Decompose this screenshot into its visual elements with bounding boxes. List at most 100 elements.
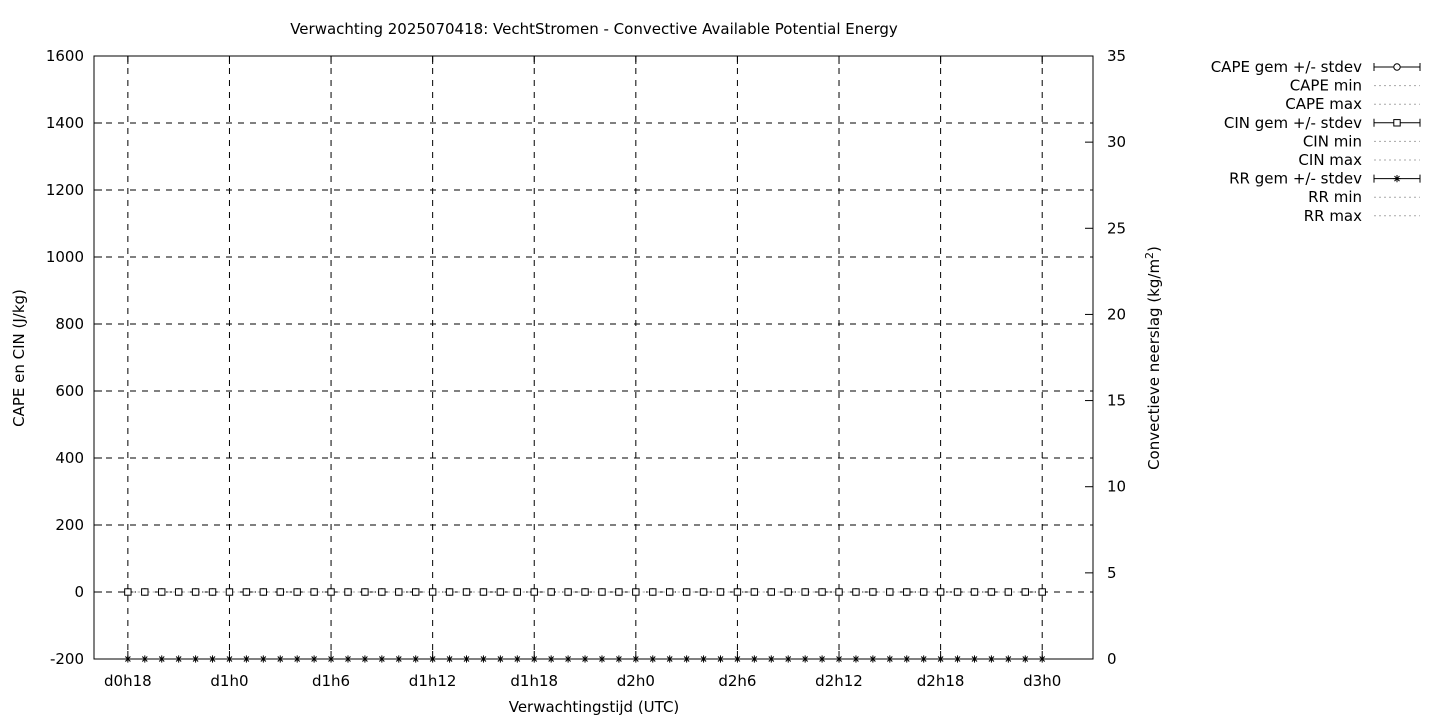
cin-point bbox=[208, 588, 217, 596]
y2-tick-label: 10 bbox=[1107, 478, 1126, 496]
cin-point bbox=[293, 588, 301, 596]
cin-point bbox=[598, 588, 606, 596]
y2-tick-label: 35 bbox=[1107, 47, 1126, 65]
x-tick-label: d2h6 bbox=[718, 672, 756, 690]
cin-point bbox=[852, 588, 860, 596]
cin-point bbox=[903, 588, 911, 596]
y2-axis-label: Convectieve neerslag (kg/m2) bbox=[1143, 246, 1163, 470]
cin-point bbox=[818, 588, 826, 596]
cin-point bbox=[141, 588, 149, 596]
cin-point bbox=[1021, 588, 1029, 596]
y2-tick-label: 30 bbox=[1107, 133, 1126, 151]
y-tick-label: 1600 bbox=[46, 47, 84, 65]
cin-point bbox=[581, 588, 589, 596]
x-axis-label: Verwachtingstijd (UTC) bbox=[509, 698, 680, 716]
legend-marker-circle bbox=[1393, 63, 1401, 71]
y2-tick-label: 15 bbox=[1107, 392, 1126, 410]
cin-point bbox=[936, 588, 945, 596]
grid-lines bbox=[94, 55, 1093, 660]
y2-tick-label: 20 bbox=[1107, 305, 1126, 323]
cin-point bbox=[412, 588, 420, 596]
y2-tick-label: 25 bbox=[1107, 219, 1126, 237]
cin-point bbox=[835, 588, 843, 596]
cin-point bbox=[428, 588, 437, 596]
y2-tick-label: 0 bbox=[1107, 650, 1117, 668]
y-tick-label: 1400 bbox=[46, 114, 84, 132]
cin-point bbox=[750, 588, 759, 596]
y2-tick-labels: 0 5 10 15 20 25 30 35 bbox=[1107, 47, 1126, 668]
y-tick-label: 1200 bbox=[46, 181, 84, 199]
cin-point bbox=[665, 588, 674, 596]
y-tick-label: 400 bbox=[55, 449, 84, 467]
cin-point bbox=[767, 588, 775, 596]
cin-point bbox=[327, 588, 335, 596]
y-tick-label: 600 bbox=[55, 382, 84, 400]
cin-point bbox=[158, 588, 166, 596]
x-tick-label: d1h18 bbox=[510, 672, 558, 690]
legend-label: CIN min bbox=[1303, 132, 1362, 150]
cin-point bbox=[496, 588, 505, 596]
y-tick-label: 0 bbox=[74, 583, 84, 601]
cin-point bbox=[682, 588, 691, 596]
x-tick-label: d1h0 bbox=[210, 672, 248, 690]
cin-point bbox=[1038, 588, 1046, 596]
x-tick-label: d0h18 bbox=[104, 672, 152, 690]
data-points bbox=[124, 588, 1046, 663]
x-tick-label: d2h12 bbox=[815, 672, 863, 690]
y-tick-label: 200 bbox=[55, 516, 84, 534]
y-tick-label: -200 bbox=[50, 650, 84, 668]
cin-point bbox=[919, 588, 928, 596]
cin-point bbox=[801, 588, 809, 596]
cin-point bbox=[733, 588, 742, 596]
cin-point bbox=[953, 588, 962, 596]
legend-label: RR min bbox=[1308, 188, 1362, 206]
legend-label: CAPE gem +/- stdev bbox=[1211, 58, 1362, 76]
x-tick-label: d2h0 bbox=[617, 672, 655, 690]
legend-label: RR gem +/- stdev bbox=[1229, 170, 1362, 188]
plot-frame bbox=[93, 55, 1094, 660]
legend-label: CAPE min bbox=[1290, 77, 1362, 95]
cin-point bbox=[445, 588, 454, 596]
y2-axis-label-text: Convectieve neerslag (kg/m bbox=[1145, 259, 1163, 470]
cin-point bbox=[716, 588, 725, 596]
cin-point bbox=[886, 588, 894, 596]
cin-point bbox=[310, 588, 318, 596]
cin-point bbox=[547, 588, 555, 596]
cin-point bbox=[124, 588, 132, 596]
cin-point bbox=[649, 588, 657, 596]
cin-point bbox=[242, 588, 251, 596]
star-stroke bbox=[1394, 175, 1400, 182]
cin-point bbox=[378, 588, 386, 596]
x-tick-label: d1h6 bbox=[312, 672, 350, 690]
cin-point bbox=[462, 588, 471, 596]
cin-point bbox=[699, 588, 708, 596]
legend-label: RR max bbox=[1304, 207, 1362, 225]
cin-point bbox=[174, 588, 183, 596]
envelope-lines bbox=[127, 591, 1043, 660]
cin-point bbox=[869, 588, 877, 596]
x-tick-label: d2h18 bbox=[917, 672, 965, 690]
cin-point bbox=[276, 588, 284, 596]
cin-point bbox=[970, 588, 979, 596]
legend-marker-square bbox=[1393, 119, 1401, 127]
y2-axis-label-end: ) bbox=[1145, 246, 1163, 252]
cin-point bbox=[1004, 588, 1013, 596]
x-tick-label: d3h0 bbox=[1023, 672, 1061, 690]
x-tick-label: d1h12 bbox=[409, 672, 457, 690]
cin-point bbox=[191, 588, 200, 596]
y-tick-label: 1000 bbox=[46, 248, 84, 266]
cin-point bbox=[395, 588, 403, 596]
cin-point bbox=[259, 588, 268, 596]
cin-point bbox=[344, 588, 352, 596]
cin-point bbox=[530, 588, 538, 596]
cin-point bbox=[225, 588, 234, 596]
legend-label: CIN max bbox=[1298, 151, 1362, 169]
cin-point bbox=[632, 588, 640, 596]
cin-point bbox=[615, 588, 623, 596]
cin-point bbox=[513, 588, 522, 596]
cin-point bbox=[987, 588, 996, 596]
cin-point bbox=[784, 588, 792, 596]
y2-tick-label: 5 bbox=[1107, 564, 1117, 582]
